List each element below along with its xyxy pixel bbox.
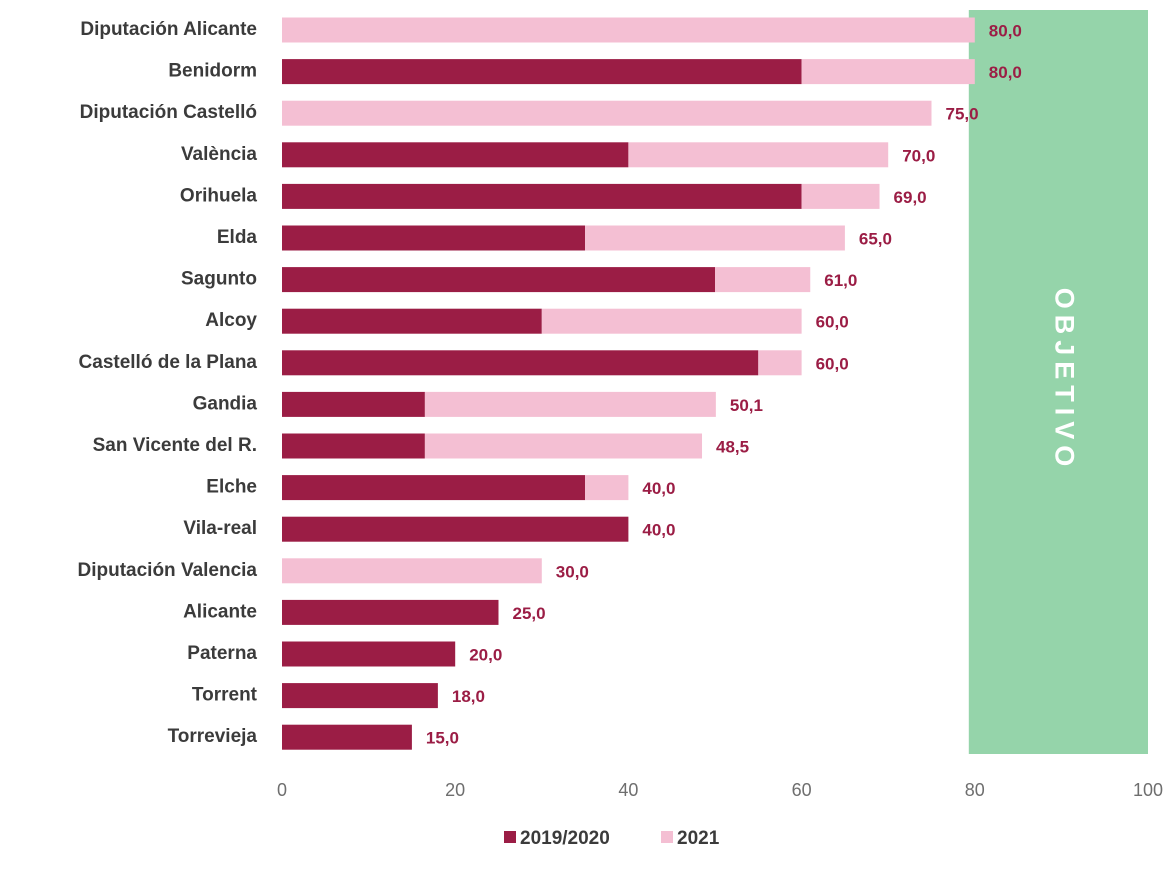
category-label: Alicante bbox=[183, 601, 257, 622]
bar-series-2019-2020 bbox=[282, 724, 412, 750]
bar-series-2021 bbox=[282, 558, 542, 584]
bar-series-2021 bbox=[585, 225, 845, 251]
bar-series-2021 bbox=[424, 391, 716, 417]
category-label: Orihuela bbox=[180, 185, 258, 206]
bar-series-2019-2020 bbox=[282, 516, 629, 542]
data-label: 30,0 bbox=[556, 562, 589, 581]
bar-series-2019-2020 bbox=[282, 59, 802, 85]
bar-series-2021 bbox=[541, 308, 802, 334]
data-label: 75,0 bbox=[946, 105, 979, 124]
bar-series-2021 bbox=[801, 183, 880, 209]
data-label: 70,0 bbox=[902, 146, 935, 165]
category-label: Paterna bbox=[187, 643, 257, 664]
x-tick-label: 80 bbox=[965, 780, 985, 800]
bar-series-2019-2020 bbox=[282, 683, 438, 709]
data-label: 80,0 bbox=[989, 21, 1022, 40]
bar-series-2019-2020 bbox=[282, 308, 542, 334]
bar-series-2021 bbox=[801, 59, 975, 85]
bar-series-2019-2020 bbox=[282, 641, 456, 667]
category-label: Alcoy bbox=[205, 310, 257, 331]
category-label: Benidorm bbox=[168, 61, 257, 82]
data-label: 60,0 bbox=[816, 313, 849, 332]
data-label: 65,0 bbox=[859, 229, 892, 248]
category-label: Gandia bbox=[193, 393, 258, 414]
category-label: Sagunto bbox=[181, 269, 257, 290]
bar-series-2019-2020 bbox=[282, 391, 425, 417]
bar-series-2019-2020 bbox=[282, 225, 586, 251]
bar-series-2021 bbox=[715, 267, 811, 293]
category-label: Diputación Valencia bbox=[78, 560, 258, 581]
bar-series-2019-2020 bbox=[282, 599, 499, 625]
category-label: Diputación Alicante bbox=[80, 19, 257, 40]
data-label: 80,0 bbox=[989, 63, 1022, 82]
legend-item-2019-2020-label: 2019/2020 bbox=[520, 828, 610, 849]
target-band bbox=[968, 10, 1148, 754]
bar-series-2019-2020 bbox=[282, 433, 425, 459]
bar-series-2019-2020 bbox=[282, 183, 802, 209]
legend-item-2021-swatch bbox=[661, 831, 673, 843]
target-band-label: OBJETIVO bbox=[1049, 288, 1079, 473]
data-label: 20,0 bbox=[469, 645, 502, 664]
category-label: San Vicente del R. bbox=[93, 435, 257, 456]
legend-item-2021-label: 2021 bbox=[677, 828, 720, 849]
data-label: 50,1 bbox=[730, 396, 763, 415]
category-label: Castelló de la Plana bbox=[79, 352, 258, 373]
category-label: València bbox=[181, 144, 257, 165]
category-label: Elda bbox=[217, 227, 258, 248]
legend-item-2019-2020-swatch bbox=[504, 831, 516, 843]
bar-series-2021 bbox=[424, 433, 703, 459]
bar-series-2019-2020 bbox=[282, 350, 759, 376]
bar-series-2021 bbox=[628, 142, 889, 168]
category-label: Torrent bbox=[192, 685, 258, 706]
data-label: 69,0 bbox=[894, 188, 927, 207]
category-label: Elche bbox=[206, 477, 257, 498]
bar-series-2021 bbox=[282, 100, 932, 126]
category-label: Vila-real bbox=[183, 518, 257, 539]
bar-series-2019-2020 bbox=[282, 267, 715, 293]
x-tick-label: 60 bbox=[792, 780, 812, 800]
bar-series-2021 bbox=[282, 17, 975, 43]
bar-series-2021 bbox=[585, 475, 629, 501]
bar-series-2019-2020 bbox=[282, 142, 629, 168]
data-label: 48,5 bbox=[716, 437, 749, 456]
category-label: Diputación Castelló bbox=[80, 102, 257, 123]
data-label: 40,0 bbox=[642, 521, 675, 540]
category-label: Torrevieja bbox=[168, 726, 258, 747]
x-tick-label: 40 bbox=[618, 780, 638, 800]
data-label: 61,0 bbox=[824, 271, 857, 290]
bar-series-2019-2020 bbox=[282, 475, 586, 501]
data-label: 18,0 bbox=[452, 687, 485, 706]
data-label: 40,0 bbox=[642, 479, 675, 498]
data-label: 60,0 bbox=[816, 354, 849, 373]
data-label: 25,0 bbox=[513, 604, 546, 623]
bar-series-2021 bbox=[758, 350, 802, 376]
x-tick-label: 0 bbox=[277, 780, 287, 800]
x-tick-label: 100 bbox=[1133, 780, 1163, 800]
data-label: 15,0 bbox=[426, 729, 459, 748]
x-tick-label: 20 bbox=[445, 780, 465, 800]
